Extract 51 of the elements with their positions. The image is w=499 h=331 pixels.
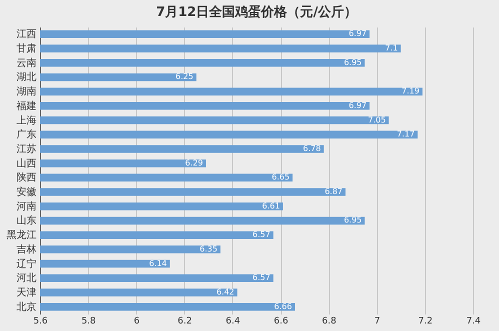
data-label: 7.17 (396, 130, 415, 139)
data-label: 6.25 (176, 72, 194, 82)
data-label: 6.61 (262, 201, 280, 210)
x-tick-label: 5.6 (33, 316, 48, 326)
y-tick-label: 安徽 (16, 186, 36, 198)
data-label: 6.35 (200, 244, 218, 254)
y-tick-label: 河南 (16, 200, 36, 212)
data-label: 6.97 (348, 29, 367, 38)
data-label: 6.14 (149, 258, 167, 268)
y-tick-label: 福建 (16, 100, 36, 112)
y-tick-label: 湖南 (16, 86, 36, 98)
y-tick-label: 河北 (16, 272, 36, 284)
data-label: 6.78 (303, 144, 321, 153)
x-tick-label: 6.6 (274, 316, 288, 326)
x-tick-label: 6.4 (226, 316, 240, 326)
x-tick-label: 6.2 (178, 316, 192, 326)
x-tick-label: 6.8 (322, 316, 337, 326)
y-tick-label: 陕西 (16, 172, 36, 184)
x-tick-label: 5.8 (81, 316, 96, 326)
y-tick-label: 山东 (16, 214, 36, 227)
y-tick-label: 山西 (16, 157, 36, 170)
x-tick-label: 7.4 (466, 316, 481, 326)
y-tick-label: 北京 (16, 300, 36, 313)
data-label: 6.95 (344, 216, 362, 225)
data-label: 6.65 (272, 172, 290, 182)
y-tick-label: 吉林 (16, 243, 36, 256)
data-label: 6.57 (252, 230, 270, 240)
y-tick-label: 辽宁 (16, 258, 36, 270)
y-tick-label: 黑龙江 (6, 229, 36, 242)
y-tick-label: 上海 (16, 114, 36, 126)
x-tick-label: 7 (374, 316, 380, 326)
chart-title: 7月12日全国鸡蛋价格（元/公斤） (156, 4, 357, 20)
data-label: 7.05 (368, 115, 386, 124)
data-label: 6.97 (348, 100, 367, 110)
y-tick-label: 江西 (16, 28, 36, 40)
data-label: 6.87 (324, 187, 343, 196)
data-label: 6.95 (344, 58, 362, 67)
data-label: 7.1 (385, 44, 398, 53)
y-tick-label: 湖北 (16, 71, 36, 84)
y-tick-label: 天津 (16, 286, 36, 298)
data-label: 6.42 (216, 287, 234, 296)
y-tick-label: 江苏 (16, 142, 36, 155)
y-tick-label: 甘肃 (16, 42, 36, 55)
data-label: 6.57 (252, 273, 270, 282)
x-tick-label: 7.2 (418, 316, 433, 326)
data-label: 7.19 (402, 86, 420, 96)
y-tick-label: 广东 (16, 128, 36, 141)
x-tick-label: 6 (134, 316, 140, 326)
data-label: 6.29 (185, 158, 203, 168)
data-label: 6.66 (274, 302, 292, 311)
y-tick-label: 云南 (16, 56, 36, 69)
